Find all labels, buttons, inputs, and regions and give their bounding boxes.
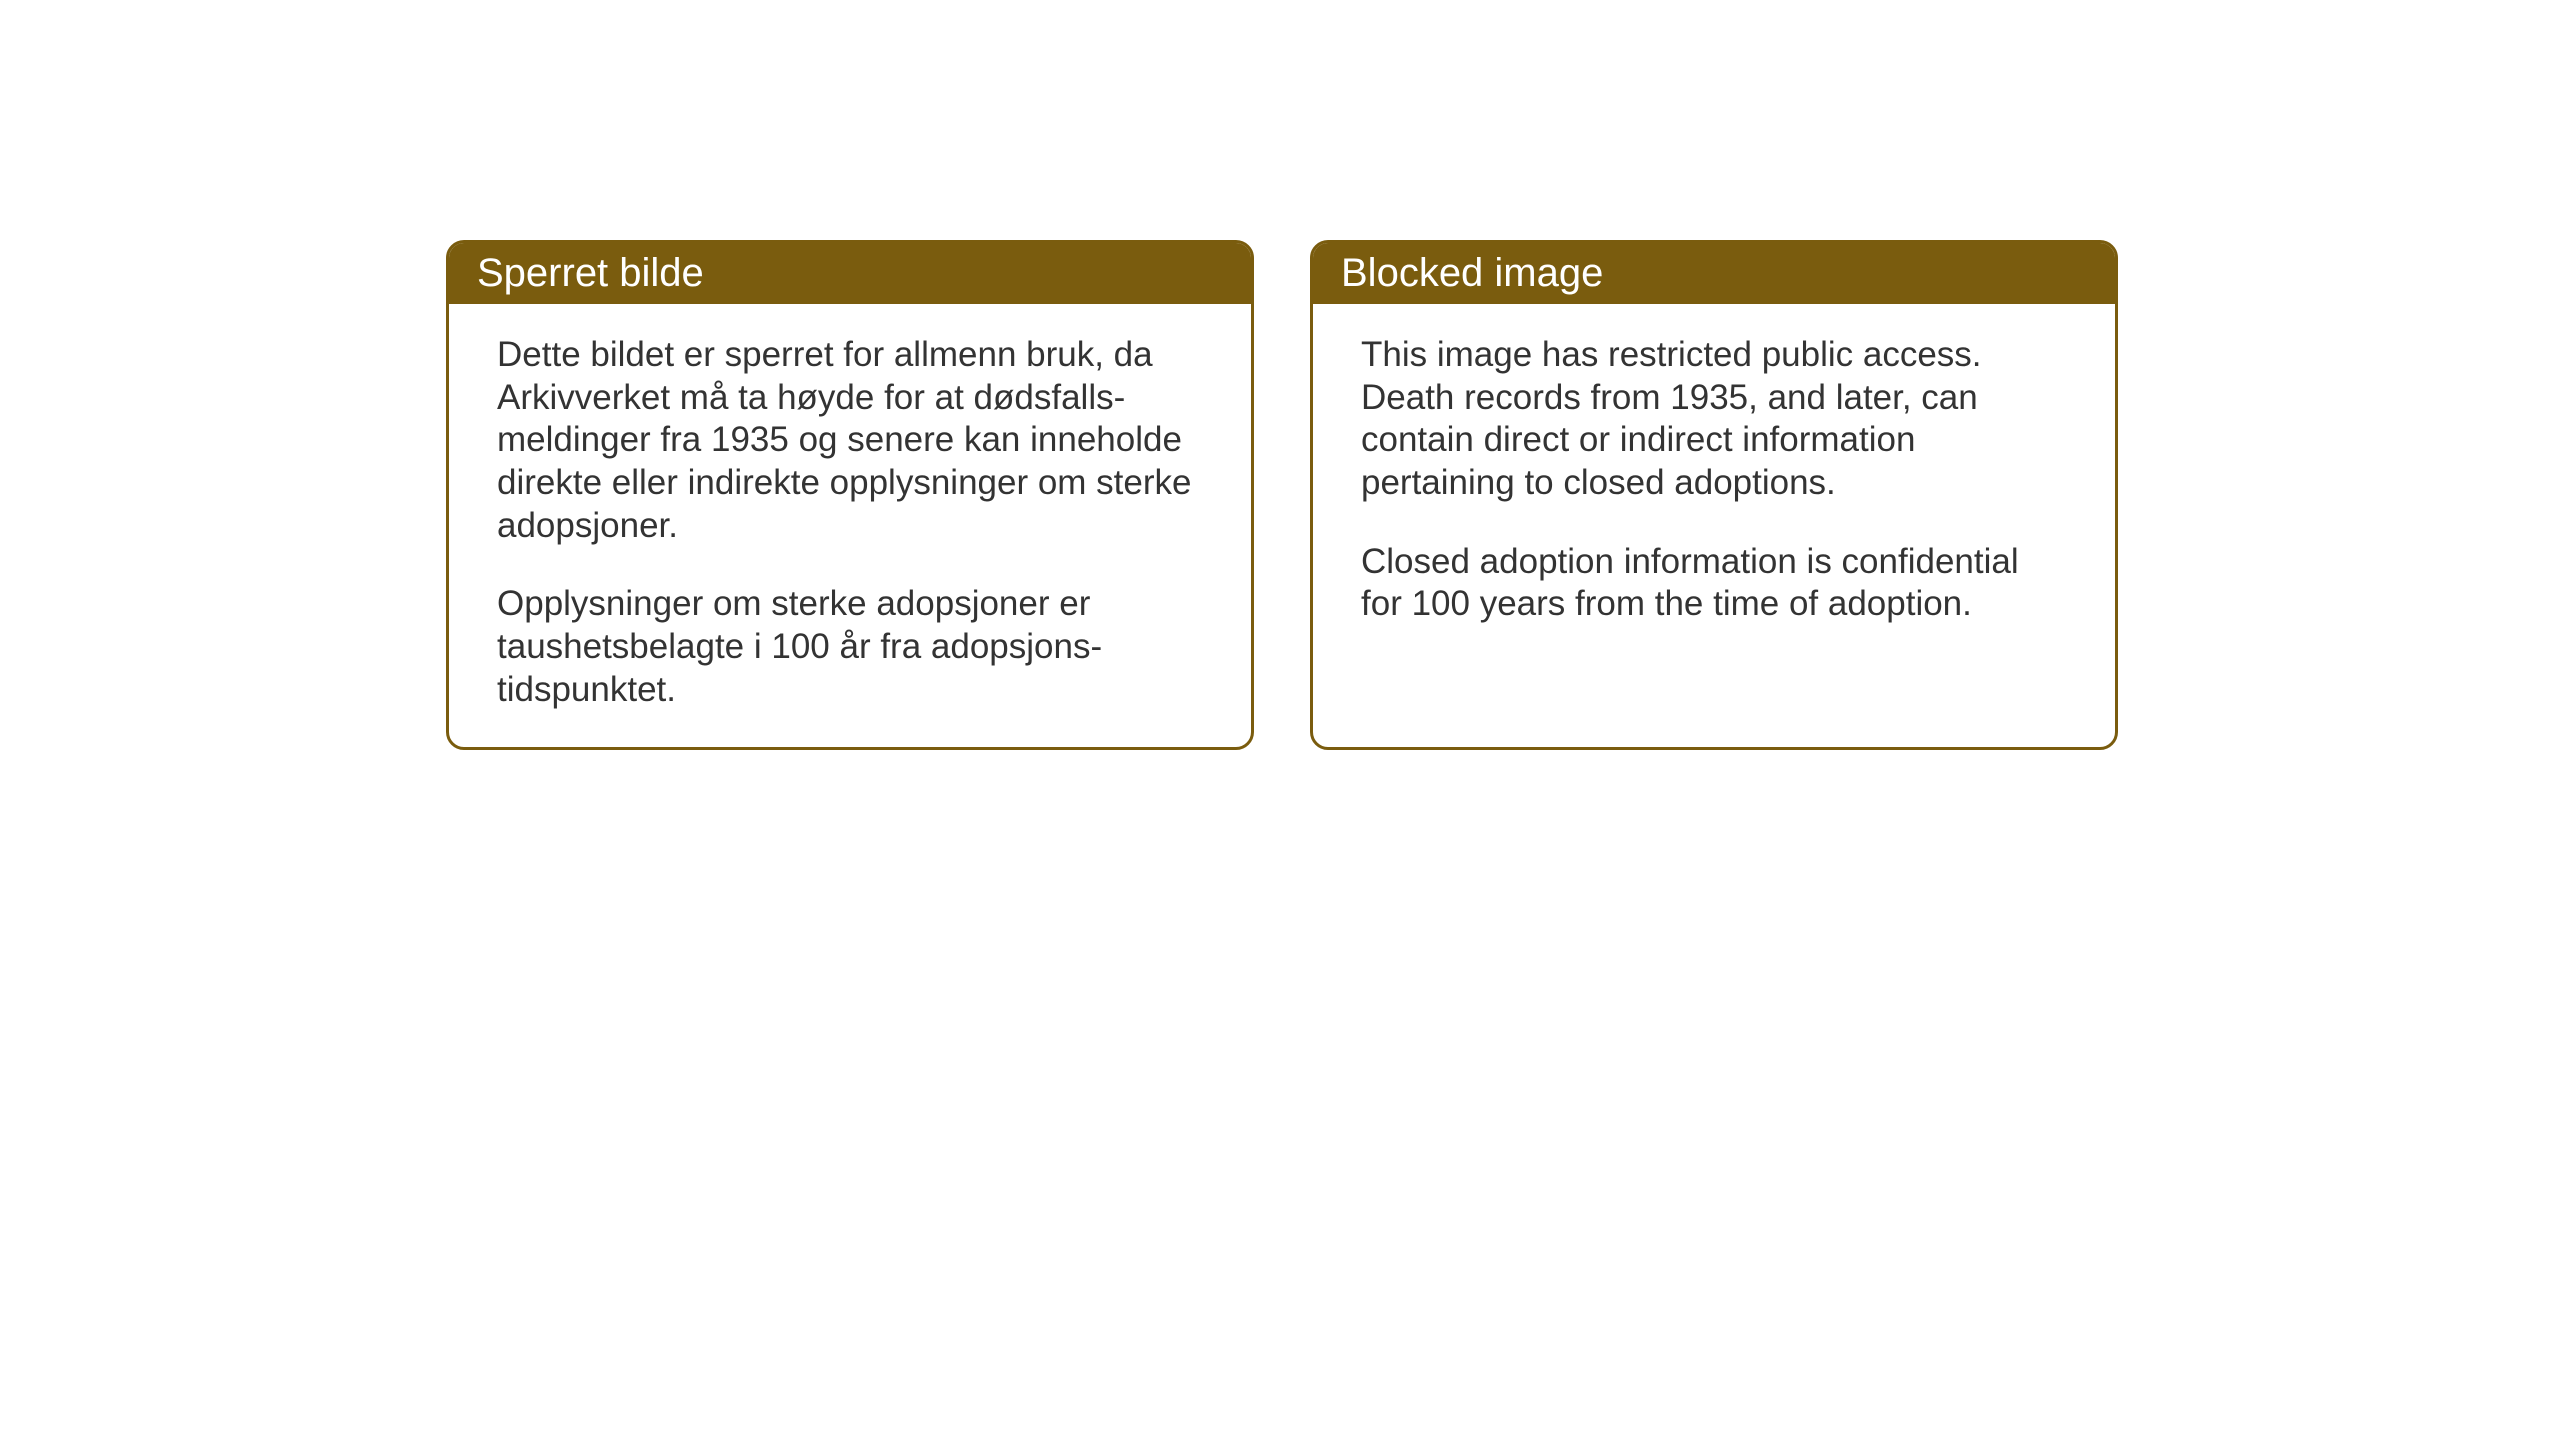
card-header-english: Blocked image xyxy=(1313,243,2115,304)
notice-card-norwegian: Sperret bilde Dette bildet er sperret fo… xyxy=(446,240,1254,750)
card-body-english: This image has restricted public access.… xyxy=(1313,304,2115,666)
card-paragraph-2-english: Closed adoption information is confident… xyxy=(1361,541,2067,626)
card-title-norwegian: Sperret bilde xyxy=(477,251,704,295)
card-header-norwegian: Sperret bilde xyxy=(449,243,1251,304)
card-paragraph-1-norwegian: Dette bildet er sperret for allmenn bruk… xyxy=(497,334,1203,547)
card-body-norwegian: Dette bildet er sperret for allmenn bruk… xyxy=(449,304,1251,750)
notice-container: Sperret bilde Dette bildet er sperret fo… xyxy=(446,240,2118,750)
notice-card-english: Blocked image This image has restricted … xyxy=(1310,240,2118,750)
card-title-english: Blocked image xyxy=(1341,251,1603,295)
card-paragraph-1-english: This image has restricted public access.… xyxy=(1361,334,2067,505)
card-paragraph-2-norwegian: Opplysninger om sterke adopsjoner er tau… xyxy=(497,583,1203,711)
